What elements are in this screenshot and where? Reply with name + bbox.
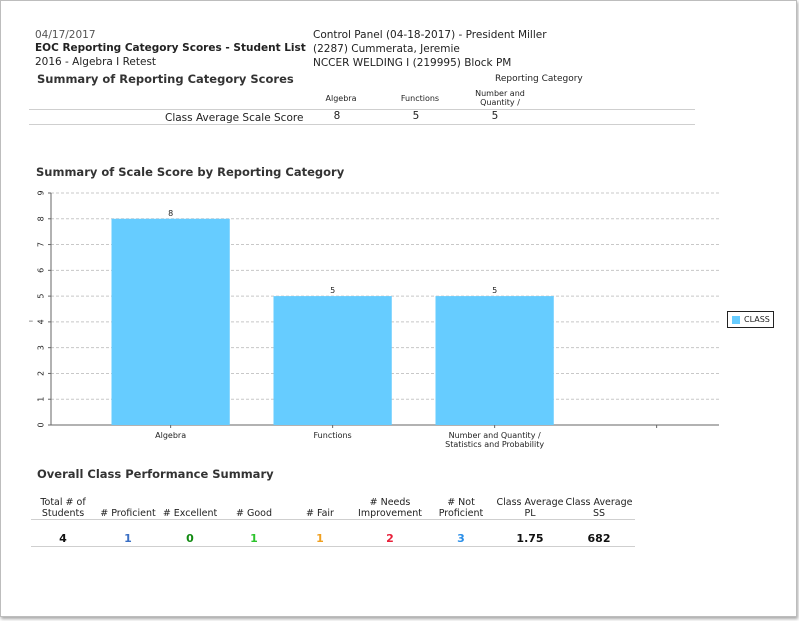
performance-value: 1 (250, 532, 258, 545)
performance-header: # Proficient (100, 508, 156, 519)
course-name: NCCER WELDING I (219995) Block PM (313, 57, 512, 69)
scale-score-bar-chart: 0 1 2 3 4 5 6 7 8 9 | 8 Algebra 5 Functions 5 Number and… (29, 190, 719, 449)
x-tick-label: Algebra (155, 431, 186, 440)
performance-value: 3 (457, 532, 465, 545)
performance-divider-top (31, 519, 635, 520)
chart-legend: CLASS (727, 311, 774, 328)
cell-algebra-value: 8 (333, 110, 341, 122)
performance-value: 4 (59, 532, 67, 545)
test-name: 2016 - Algebra I Retest (35, 56, 157, 68)
y-tick-label: 8 (37, 216, 46, 221)
row-label-class-average: Class Average Scale Score (165, 112, 304, 124)
performance-value: 1 (124, 532, 132, 545)
y-tick-label: 2 (37, 371, 46, 376)
bar-0 (111, 218, 230, 425)
performance-header: # Good (236, 508, 272, 519)
performance-header: # Fair (306, 508, 334, 519)
y-tick-label: 7 (37, 242, 46, 247)
report-date: 04/17/2017 (35, 29, 96, 41)
y-tick-label: 0 (37, 422, 46, 427)
performance-value: 682 (587, 532, 611, 545)
control-panel-label: Control Panel (04-18-2017) - President M… (313, 29, 547, 41)
performance-header: # Excellent (162, 508, 218, 519)
summary-table-title: Summary of Reporting Category Scores (37, 72, 294, 86)
col-header-number-quantity: Number and Quantity / (475, 89, 525, 107)
table-divider-top (29, 109, 695, 110)
performance-value: 2 (386, 532, 394, 545)
performance-value: 1.75 (516, 532, 544, 545)
performance-title: Overall Class Performance Summary (37, 467, 274, 481)
performance-value: 1 (316, 532, 324, 545)
performance-header: Class Average SS (565, 497, 633, 519)
x-tick-label: Statistics and Probability (445, 440, 544, 449)
x-tick-label: Number and Quantity / (449, 431, 541, 440)
y-tick-label: 9 (37, 190, 46, 195)
performance-header: Total # of Students (40, 497, 86, 519)
table-divider-bottom (29, 124, 695, 125)
cell-functions-value: 5 (412, 110, 420, 122)
data-label: 8 (168, 209, 173, 218)
col-header-algebra: Algebra (325, 94, 357, 103)
reporting-category-header: Reporting Category (495, 74, 583, 84)
data-label: 5 (492, 286, 497, 295)
chart-section-title: Summary of Scale Score by Reporting Cate… (36, 165, 345, 179)
performance-header: Class Average PL (496, 497, 564, 519)
x-tick-label: Functions (314, 431, 352, 440)
data-label: 5 (330, 286, 335, 295)
y-tick-label: 1 (37, 397, 46, 402)
performance-divider-bottom (31, 546, 635, 547)
student-name: (2287) Cummerata, Jeremie (313, 43, 460, 55)
bar-2 (435, 296, 554, 425)
y-tick-label: 5 (37, 294, 46, 299)
col-header-functions: Functions (400, 94, 440, 103)
performance-header: # Not Proficient (438, 497, 484, 519)
cell-number-quantity-value: 5 (491, 110, 499, 122)
y-tick-label: 3 (37, 345, 46, 350)
performance-value: 0 (186, 532, 194, 545)
report-title: EOC Reporting Category Scores - Student … (35, 42, 306, 54)
y-tick-label: 6 (37, 268, 46, 273)
bar-1 (273, 296, 392, 425)
legend-swatch-class (732, 315, 740, 324)
y-axis-label: | (29, 320, 33, 322)
legend-label-class: CLASS (744, 315, 770, 324)
performance-header: # Needs Improvement (358, 497, 422, 519)
y-tick-label: 4 (37, 319, 46, 324)
